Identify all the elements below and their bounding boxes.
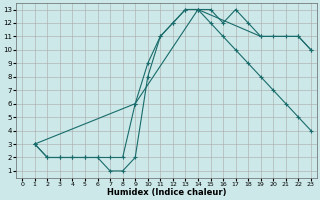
X-axis label: Humidex (Indice chaleur): Humidex (Indice chaleur) (107, 188, 226, 197)
